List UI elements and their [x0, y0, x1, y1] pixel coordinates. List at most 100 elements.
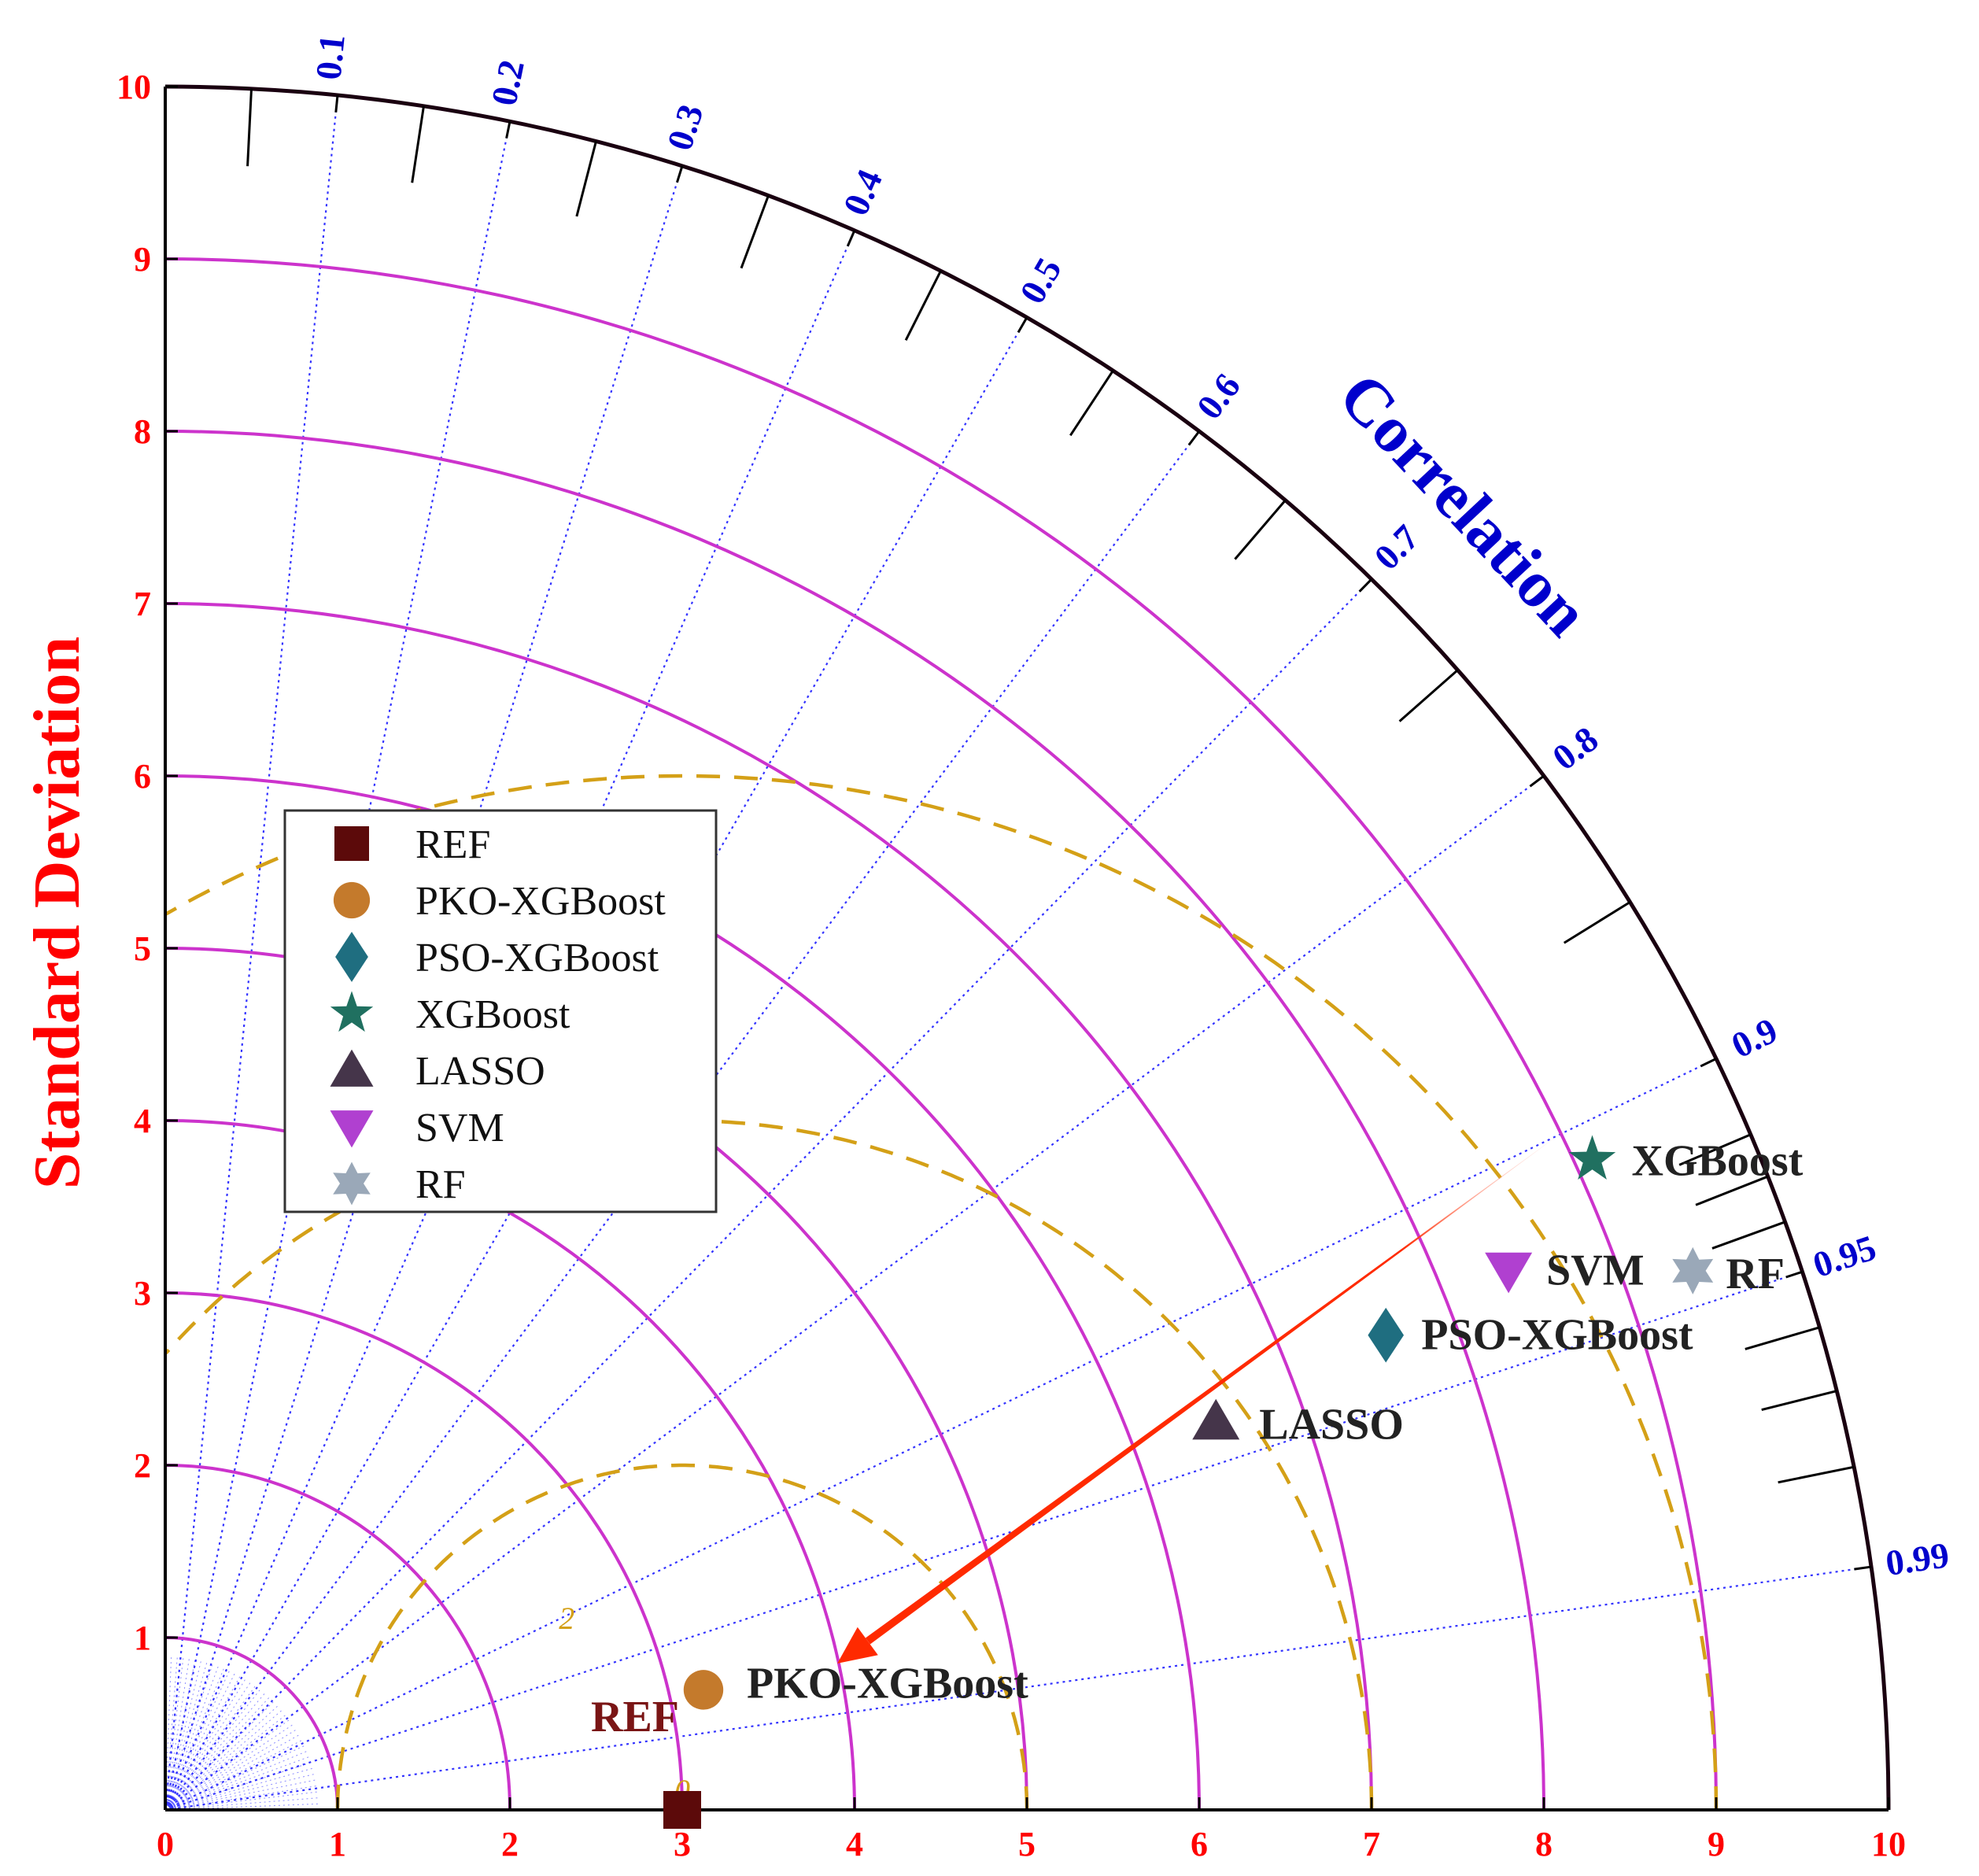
correlation-ray: [164, 775, 1545, 1811]
corr-minor-tick: [1234, 499, 1287, 560]
data-point-ref: [663, 1791, 701, 1829]
corr-major-tick: [334, 94, 339, 113]
corr-major-tick: [846, 230, 856, 247]
corr-major-tick: [1700, 1058, 1717, 1068]
minor-ray: [164, 1779, 318, 1811]
crmse-arc: [335, 1463, 1029, 1810]
minor-ray: [164, 1756, 312, 1811]
std-arc: [164, 257, 1718, 1811]
correlation-tick-label: 0.8: [1545, 718, 1605, 777]
correlation-tick-label: 0.2: [483, 57, 531, 109]
legend-label-pso-xgboost: PSO-XGBoost: [415, 936, 659, 980]
point-label-pso-xgboost: PSO-XGBoost: [1421, 1311, 1693, 1360]
correlation-tick-label: 0.4: [835, 164, 890, 221]
correlation-tick-label: 0.1: [308, 32, 352, 81]
correlation-tick-label: 0.5: [1012, 251, 1069, 310]
corr-minor-tick: [246, 88, 253, 167]
corr-major-tick: [1785, 1270, 1803, 1279]
minor-ray: [164, 1656, 190, 1811]
corr-minor-tick: [740, 194, 770, 269]
corr-major-tick: [1358, 578, 1373, 593]
std-arc: [164, 602, 1373, 1811]
point-label-svm: SVM: [1546, 1246, 1644, 1295]
y-tick-label: 7: [134, 585, 151, 623]
outer-arc: [164, 84, 1891, 1811]
crmse-arc: [164, 1118, 1374, 1810]
point-label-lasso: LASSO: [1259, 1401, 1404, 1449]
legend-label-lasso: LASSO: [415, 1049, 545, 1094]
point-label-xgboost: XGBoost: [1632, 1137, 1804, 1186]
minor-ray: [164, 1723, 295, 1811]
corr-major-tick: [1529, 774, 1545, 788]
correlation-tick-label: 0.95: [1808, 1227, 1881, 1285]
corr-major-tick: [1187, 430, 1201, 446]
minor-ray: [164, 1660, 208, 1811]
corr-major-tick: [1854, 1565, 1872, 1571]
points-layer: REF PKO-XGBoost PSO-XGBoost XGBoost LASSO SVM…: [591, 1135, 1804, 1829]
std-arc: [164, 1464, 511, 1811]
y-tick-label: 5: [134, 929, 151, 968]
corr-minor-tick: [575, 141, 597, 217]
correlation-axis-title: Correlation: [1324, 360, 1602, 650]
corr-minor-tick: [1761, 1390, 1837, 1412]
improvement-arrow-shaft: [865, 1121, 1578, 1645]
correlation-tick-label: 0.6: [1189, 366, 1248, 427]
y-tick-label: 9: [134, 240, 151, 279]
corr-minor-tick: [1711, 1221, 1786, 1250]
data-point-lasso: [1192, 1398, 1240, 1440]
y-axis-title: Standard Deviation: [20, 637, 94, 1189]
minor-ray: [164, 1728, 298, 1811]
minor-ray: [164, 1668, 231, 1811]
legend-marker-pko-xgboost: [333, 881, 371, 919]
data-point-pso-xgboost: [1368, 1307, 1405, 1363]
legend-marker-svm: [330, 1110, 374, 1148]
data-point-pko-xgboost: [683, 1670, 724, 1710]
legend-label-ref: REF: [415, 822, 490, 867]
corr-minor-tick: [1398, 669, 1459, 722]
corr-minor-tick: [1695, 1175, 1769, 1206]
crmse-label: 2: [559, 1601, 574, 1636]
x-tick-label: 1: [329, 1825, 346, 1863]
correlation-tick-label: 0.3: [659, 100, 711, 155]
correlation-ray: [164, 578, 1372, 1811]
corr-major-tick: [505, 120, 511, 139]
std-arc: [164, 774, 1201, 1811]
minor-ray: [164, 1704, 280, 1811]
correlation-tick-label: 0.7: [1366, 517, 1427, 578]
point-label-rf: RF: [1726, 1250, 1785, 1298]
minor-ray: [164, 1680, 252, 1811]
corr-minor-tick: [1563, 901, 1631, 944]
grid-layer: [164, 94, 1872, 1811]
y-tick-label: 10: [116, 68, 151, 106]
x-tick-label: 2: [501, 1825, 519, 1863]
corr-minor-tick: [1678, 1133, 1752, 1166]
arrow-layer: [837, 1121, 1578, 1664]
legend-label-svm: SVM: [415, 1106, 504, 1150]
correlation-ray: [164, 1058, 1717, 1811]
corr-minor-tick: [1069, 370, 1114, 437]
corr-minor-tick: [904, 270, 942, 341]
legend-marker-ref: [334, 826, 369, 861]
correlation-ray: [164, 316, 1028, 1811]
x-tick-label: 4: [846, 1825, 863, 1863]
legend-label-pko-xgboost: PKO-XGBoost: [415, 879, 666, 924]
std-arc: [164, 430, 1545, 1811]
data-point-xgboost: [1568, 1135, 1616, 1180]
improvement-arrow-head: [837, 1627, 878, 1664]
x-tick-label: 6: [1191, 1825, 1208, 1863]
correlation-ray: [164, 165, 684, 1811]
correlation-ray: [164, 230, 856, 1811]
data-point-rf: [1672, 1246, 1714, 1294]
y-tick-label: 6: [134, 757, 151, 796]
correlation-tick-label: 0.99: [1883, 1534, 1951, 1583]
correlation-ray: [164, 94, 339, 1811]
minor-ray: [164, 1718, 291, 1811]
legend: REF PKO-XGBoost PSO-XGBoost XGBoost LASSO SVM…: [283, 809, 718, 1213]
correlation-ray: [164, 430, 1200, 1811]
minor-ray: [164, 1750, 309, 1811]
point-label-pko-xgboost: PKO-XGBoost: [747, 1659, 1028, 1708]
legend-marker-xgboost: [330, 991, 374, 1032]
correlation-tick-label: 0.9: [1725, 1010, 1783, 1065]
x-tick-label: 8: [1535, 1825, 1553, 1863]
